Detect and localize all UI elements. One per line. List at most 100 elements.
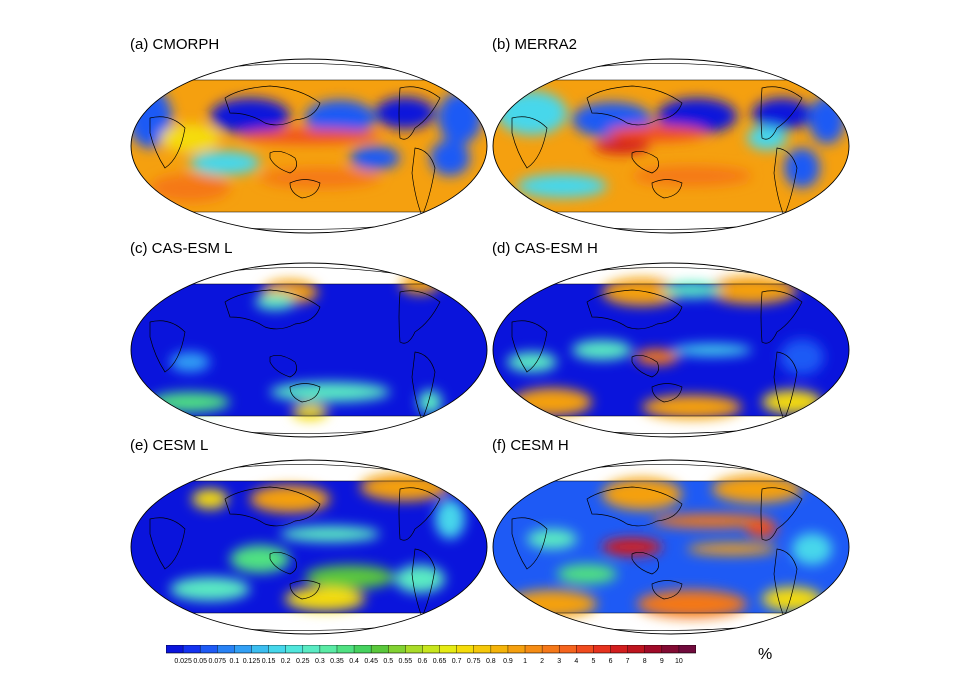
globe-outline <box>130 459 488 635</box>
colorbar-label: 1 <box>523 658 527 665</box>
globe-outline <box>130 262 488 438</box>
coastline <box>269 151 297 174</box>
colorbar-swatch <box>251 645 269 653</box>
panel-title: (e) CESM L <box>130 437 209 454</box>
colorbar-swatch <box>371 645 389 653</box>
field-region <box>687 543 777 555</box>
colorbar-label: 0.3 <box>315 658 325 665</box>
colorbar-label: 0.45 <box>364 658 378 665</box>
colorbar-swatch <box>661 645 680 653</box>
colorbar-label: 3 <box>557 658 561 665</box>
colorbar-label: 0.125 <box>243 658 261 665</box>
map-panel-d <box>492 262 850 438</box>
panel-a: (a) CMORPH <box>130 36 488 234</box>
colorbar-swatch <box>678 645 696 653</box>
map-panel-e <box>130 459 488 635</box>
field-region <box>150 392 230 412</box>
coastline <box>631 552 659 575</box>
colorbar-swatch <box>234 645 252 653</box>
data-field <box>493 276 849 419</box>
field-region <box>435 499 465 539</box>
colorbar-label: 0.65 <box>433 658 447 665</box>
field-region <box>285 587 365 611</box>
colorbar: 0.025 0.05 0.075 0.1 0.125 0.15 0.2 0.25 0.3 0.35… <box>166 645 696 665</box>
coastline <box>511 517 548 570</box>
colorbar-frame <box>166 645 696 654</box>
colorbar-unit: % <box>758 646 773 663</box>
map-panel-a <box>130 58 488 234</box>
colorbar-label: 0.8 <box>486 658 496 665</box>
colorbar-swatch <box>627 645 646 653</box>
panel-title: (d) CAS-ESM H <box>492 240 598 257</box>
colorbar-swatch <box>456 645 475 653</box>
coastline <box>511 116 548 169</box>
field-region <box>707 276 797 304</box>
field-region <box>527 529 577 549</box>
colorbar-label: 7 <box>626 658 630 665</box>
field-region <box>657 98 737 134</box>
colorbar-label: 0.025 <box>174 658 192 665</box>
colorbar-swatch <box>336 645 355 653</box>
field-region <box>350 146 400 170</box>
map-panel-f <box>492 459 850 635</box>
colorbar-label: 10 <box>675 658 683 665</box>
coastline <box>773 548 798 618</box>
coastline <box>269 552 297 575</box>
field-region <box>632 166 752 186</box>
field-region <box>635 349 679 365</box>
field-region <box>809 96 845 144</box>
coastline <box>773 147 798 217</box>
colorbar-swatch <box>319 645 338 653</box>
colorbar-swatch <box>542 645 560 653</box>
field-region <box>637 590 747 618</box>
coastline <box>651 179 683 199</box>
colorbar-swatch <box>388 645 406 653</box>
colorbar-swatch <box>525 645 543 653</box>
coastline <box>224 85 321 126</box>
coastline <box>289 179 321 199</box>
field-region <box>746 521 778 537</box>
colorbar-swatch <box>217 645 235 653</box>
field-region <box>230 545 290 573</box>
colorbar-label: 6 <box>609 658 613 665</box>
coastline <box>511 320 548 373</box>
field-region <box>260 168 380 188</box>
field-region <box>557 564 617 584</box>
colorbar-swatch <box>302 645 321 653</box>
panel-title: (b) MERRA2 <box>492 36 578 53</box>
colorbar-swatch <box>610 645 628 653</box>
coastline <box>586 486 683 527</box>
data-field <box>493 80 849 212</box>
field-region <box>150 174 230 202</box>
colorbar-label: 0.05 <box>193 658 207 665</box>
field-region <box>375 97 435 129</box>
data-field <box>131 274 487 420</box>
field-region <box>652 514 772 528</box>
field-region <box>192 489 228 509</box>
coastline <box>398 487 441 541</box>
colorbar-swatch <box>422 645 440 653</box>
colorbar-swatch <box>285 645 304 653</box>
field-region <box>190 151 260 175</box>
coastline <box>289 383 321 403</box>
panel-d: (d) CAS-ESM H <box>492 240 850 438</box>
field-region <box>602 538 662 556</box>
data-field <box>131 80 487 212</box>
colorbar-swatch <box>507 645 526 653</box>
data-field <box>493 475 849 618</box>
colorbar-label: 0.1 <box>230 658 240 665</box>
coastline <box>760 86 803 140</box>
coastline <box>631 151 659 174</box>
field-region <box>780 339 824 375</box>
coastline <box>269 355 297 378</box>
field-region <box>240 129 380 143</box>
colorbar-label: 0.15 <box>262 658 276 665</box>
coastline <box>631 355 659 378</box>
field-region <box>305 565 395 589</box>
field-region <box>170 352 210 372</box>
globe-outline <box>492 262 850 438</box>
field-region <box>270 382 390 402</box>
field-region <box>642 395 742 419</box>
field-region <box>792 533 832 565</box>
panel-b: (b) MERRA2 <box>492 36 850 234</box>
